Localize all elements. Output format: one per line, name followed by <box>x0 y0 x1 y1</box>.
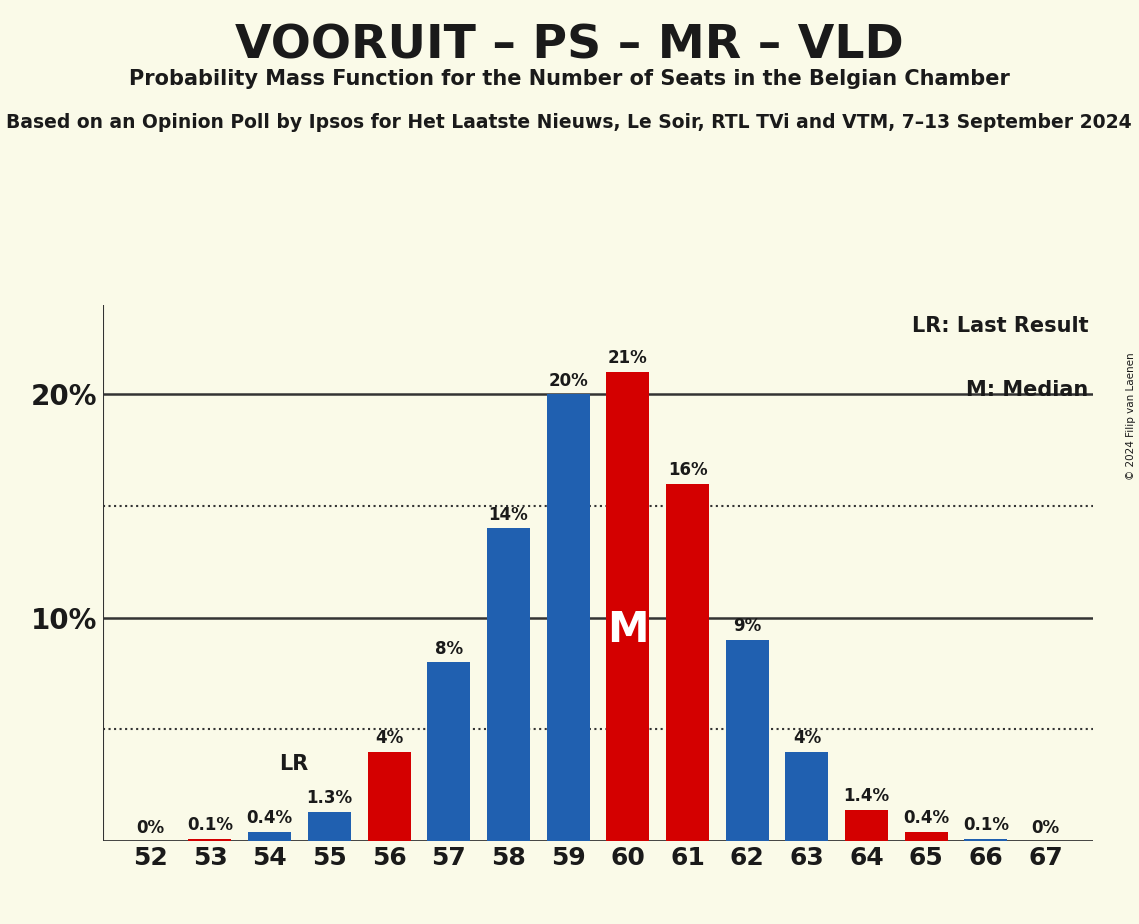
Bar <box>547 395 590 841</box>
Bar <box>188 839 231 841</box>
Text: 0.4%: 0.4% <box>246 809 293 828</box>
Text: 0.1%: 0.1% <box>187 816 233 834</box>
Text: 14%: 14% <box>489 505 528 524</box>
Text: M: Median: M: Median <box>966 380 1089 400</box>
Bar <box>726 639 769 841</box>
Text: Probability Mass Function for the Number of Seats in the Belgian Chamber: Probability Mass Function for the Number… <box>129 69 1010 90</box>
Text: 16%: 16% <box>667 461 707 480</box>
Bar <box>368 751 410 841</box>
Bar <box>666 483 708 841</box>
Text: LR: LR <box>279 754 309 774</box>
Bar <box>248 832 292 841</box>
Text: 8%: 8% <box>435 639 462 658</box>
Text: 0%: 0% <box>1032 820 1059 837</box>
Text: 1.4%: 1.4% <box>844 787 890 805</box>
Bar <box>845 809 888 841</box>
Bar <box>786 751 828 841</box>
Text: 20%: 20% <box>548 371 588 390</box>
Text: M: M <box>607 609 648 650</box>
Bar <box>965 839 1008 841</box>
Text: 21%: 21% <box>608 349 648 368</box>
Bar <box>308 812 351 841</box>
Bar <box>904 832 948 841</box>
Text: LR: Last Result: LR: Last Result <box>912 316 1089 335</box>
Bar <box>606 372 649 841</box>
Text: 1.3%: 1.3% <box>306 789 352 808</box>
Text: Based on an Opinion Poll by Ipsos for Het Laatste Nieuws, Le Soir, RTL TVi and V: Based on an Opinion Poll by Ipsos for He… <box>6 113 1131 132</box>
Bar <box>487 529 530 841</box>
Text: 9%: 9% <box>734 617 761 636</box>
Text: 4%: 4% <box>793 729 821 747</box>
Text: 4%: 4% <box>375 729 403 747</box>
Text: 0.4%: 0.4% <box>903 809 950 828</box>
Text: 0.1%: 0.1% <box>962 816 1009 834</box>
Text: 0%: 0% <box>137 820 164 837</box>
Text: © 2024 Filip van Laenen: © 2024 Filip van Laenen <box>1126 352 1136 480</box>
Text: VOORUIT – PS – MR – VLD: VOORUIT – PS – MR – VLD <box>235 23 904 68</box>
Bar <box>427 663 470 841</box>
